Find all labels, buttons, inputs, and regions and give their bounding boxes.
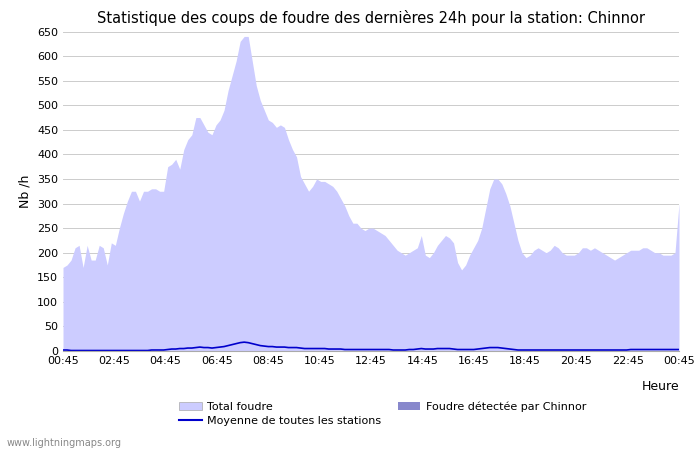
- Text: Heure: Heure: [641, 380, 679, 393]
- Y-axis label: Nb /h: Nb /h: [18, 175, 32, 208]
- Legend: Total foudre, Moyenne de toutes les stations, Foudre détectée par Chinnor: Total foudre, Moyenne de toutes les stat…: [179, 401, 586, 426]
- Text: www.lightningmaps.org: www.lightningmaps.org: [7, 438, 122, 448]
- Title: Statistique des coups de foudre des dernières 24h pour la station: Chinnor: Statistique des coups de foudre des dern…: [97, 10, 645, 26]
